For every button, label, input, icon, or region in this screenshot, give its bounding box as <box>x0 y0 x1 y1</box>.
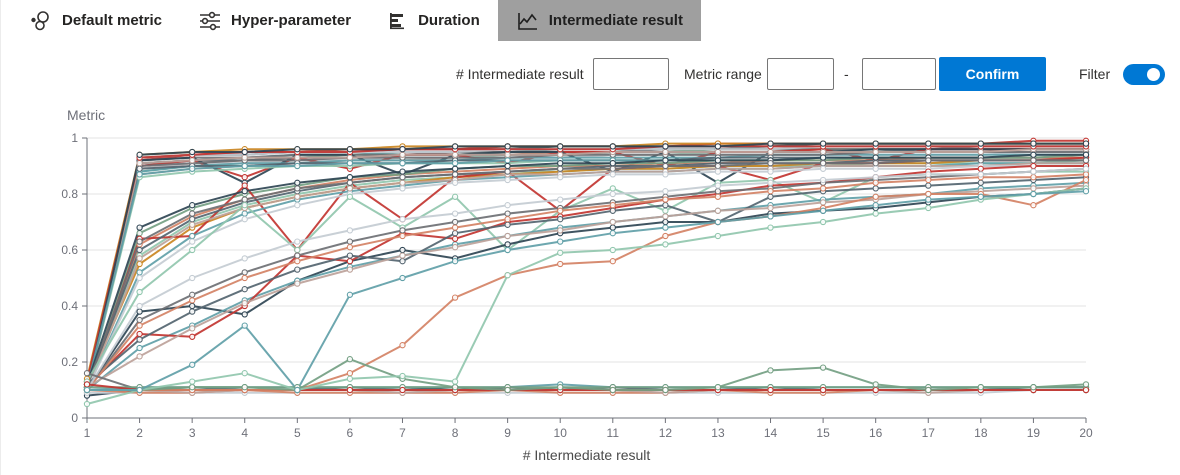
svg-text:1: 1 <box>84 426 91 440</box>
tab-label: Intermediate result <box>548 12 683 29</box>
metric-range-max-input[interactable] <box>862 58 936 90</box>
tab-label: Duration <box>418 12 480 29</box>
tab-label: Hyper-parameter <box>231 12 352 29</box>
svg-text:14: 14 <box>764 426 778 440</box>
svg-text:3: 3 <box>189 426 196 440</box>
scatter-metric-icon <box>29 9 53 33</box>
tab-hyper-parameter[interactable]: Hyper-parameter <box>180 0 369 41</box>
sliders-icon <box>198 9 222 33</box>
metric-range-separator: - <box>844 66 849 82</box>
svg-text:15: 15 <box>816 426 830 440</box>
filter-label: Filter <box>1079 66 1111 82</box>
svg-text:12: 12 <box>659 426 673 440</box>
intermediate-result-count-label: # Intermediate result <box>456 66 584 82</box>
filter-toggle-knob <box>1147 68 1160 81</box>
tab-label: Default metric <box>62 12 163 29</box>
intermediate-result-count-input[interactable] <box>593 58 669 90</box>
x-axis-title: # Intermediate result <box>522 447 651 463</box>
svg-text:8: 8 <box>452 426 459 440</box>
filter-toggle[interactable] <box>1123 64 1165 85</box>
line-chart-icon <box>516 9 540 33</box>
svg-text:16: 16 <box>869 426 883 440</box>
svg-text:0.6: 0.6 <box>61 243 78 257</box>
y-axis-title: Metric <box>67 107 106 123</box>
metric-range-label: Metric range <box>684 66 762 82</box>
svg-text:10: 10 <box>554 426 568 440</box>
svg-text:11: 11 <box>607 426 620 440</box>
svg-text:17: 17 <box>922 426 936 440</box>
tab-default-metric[interactable]: Default metric <box>11 0 180 41</box>
svg-text:2: 2 <box>136 426 143 440</box>
svg-text:18: 18 <box>974 426 988 440</box>
tab-intermediate-result[interactable]: Intermediate result <box>497 0 701 41</box>
svg-text:13: 13 <box>711 426 725 440</box>
svg-text:9: 9 <box>504 426 511 440</box>
tab-duration[interactable]: Duration <box>369 0 498 41</box>
svg-text:0.2: 0.2 <box>61 355 78 369</box>
svg-text:19: 19 <box>1027 426 1041 440</box>
metric-range-min-input[interactable] <box>767 58 834 90</box>
intermediate-result-chart[interactable]: 0 0.2 0.4 0.6 0.8 1 1 2 3 4 5 6 7 8 9 10 11 12 13 14 15 16 17 1… <box>1 100 1180 475</box>
svg-text:0.4: 0.4 <box>61 299 78 313</box>
confirm-button[interactable]: Confirm <box>939 57 1046 91</box>
chart-tab-bar: Default metric Hyper-parameter <box>1 0 701 41</box>
svg-text:1: 1 <box>71 131 78 145</box>
svg-text:0: 0 <box>71 411 78 425</box>
svg-text:5: 5 <box>294 426 301 440</box>
svg-text:20: 20 <box>1079 426 1093 440</box>
svg-text:6: 6 <box>347 426 354 440</box>
line-chart-canvas[interactable]: 00.20.40.60.811 2 3 4 5 6 7 8 9 10 11 12 13 14 15 16 17 1… <box>1 100 1180 475</box>
svg-text:0.8: 0.8 <box>61 187 78 201</box>
svg-text:7: 7 <box>399 426 406 440</box>
svg-text:4: 4 <box>241 426 248 440</box>
horizontal-bar-chart-icon <box>387 10 409 32</box>
